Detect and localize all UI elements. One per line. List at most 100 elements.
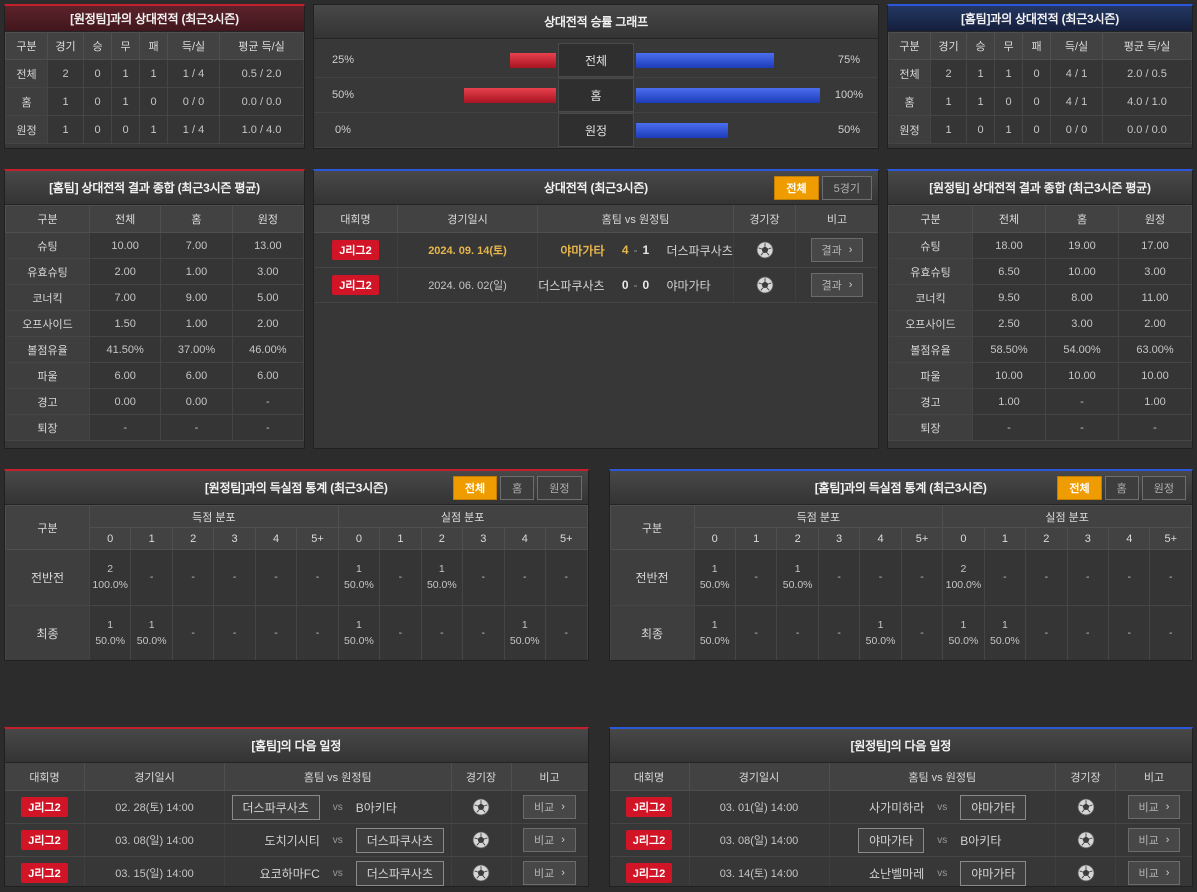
goal-distribution-table: 구분 득점 분포 실점 분포 0 1 2 3 4 5+ 0 1 2 3 4 5+ 전반전 1 50.0… (609, 505, 1193, 660)
column-header: 승 (83, 32, 112, 60)
panel-title: [원정팀]의 다음 일정 (850, 739, 952, 753)
table-row: 오프사이드 2.50 3.00 2.00 (888, 310, 1192, 337)
compare-button[interactable]: 비교 › (523, 795, 576, 819)
column-header: 평균 득/실 (219, 32, 304, 60)
compare-button-label: 비교 (1138, 802, 1159, 814)
table-row: 퇴장 --- (888, 414, 1192, 441)
table-header-row: 구분 전체 홈 원정 (5, 205, 304, 233)
stat-cell: 1 (111, 87, 140, 116)
row-label: 경고 (5, 388, 90, 415)
soccer-ball-icon[interactable] (472, 831, 490, 849)
compare-button[interactable]: 비교 › (523, 828, 576, 852)
goal-count-header: 2 (1025, 527, 1068, 550)
tab-all[interactable]: 전체 (774, 175, 819, 200)
score-count-header-row: 0 1 2 3 4 5+ 0 1 2 3 4 5+ (610, 527, 1192, 550)
tab-last5[interactable]: 5경기 (821, 175, 872, 200)
row-label: 파울 (5, 362, 90, 389)
column-header-note: 비고 (539, 771, 560, 784)
match-date: 2024. 06. 02(일) (398, 268, 538, 302)
summary-table: 구분 전체 홈 원정 슈팅 18.00 19.00 17.00 유효슈팅 6.50 10.0… (888, 205, 1192, 441)
tab-all[interactable]: 전체 (452, 475, 498, 500)
schedule-row: J리그2 03. 14(토) 14:00 쇼난벨마레 vs 야마가타 비교 › (610, 857, 1193, 886)
goal-count-header: 3 (1066, 527, 1110, 550)
distribution-cell: - (734, 549, 778, 606)
soccer-ball-icon[interactable] (1077, 798, 1095, 816)
distribution-cell: - (130, 549, 173, 606)
chevron-right-icon: › (1165, 867, 1170, 879)
schedule-row: J리그2 03. 08(일) 14:00 야마가타 vs B아키타 비교 › (609, 824, 1192, 857)
soccer-ball-icon[interactable] (472, 798, 490, 816)
stat-cell: 10.00 (972, 362, 1046, 389)
chevron-right-icon: › (848, 244, 853, 256)
period-tabs: 전체 5경기 (774, 175, 872, 200)
soccer-ball-icon[interactable] (1077, 864, 1095, 882)
distribution-cell: - (859, 549, 902, 606)
tab-all[interactable]: 전체 (1057, 475, 1102, 500)
row-label: 전체 (888, 59, 931, 88)
group-header-row: 구분 득점 분포 실점 분포 (609, 505, 1192, 550)
match-teams: 사가미하라 vs 야마가타 (830, 791, 1056, 823)
row-label: 유효슈팅 (888, 258, 973, 285)
away-team-name: 야마가타 (960, 794, 1027, 820)
tab-home[interactable]: 홈 (1104, 475, 1139, 500)
red-bar (464, 87, 556, 103)
stat-cell: 2.0 / 0.5 (1102, 59, 1192, 88)
soccer-ball-icon[interactable] (1077, 831, 1095, 849)
distribution-cell: - (817, 549, 861, 606)
chevron-right-icon: › (1165, 834, 1170, 846)
away-team-name: 야마가타 (666, 278, 711, 293)
result-button[interactable]: 결과 › (810, 238, 864, 262)
away-team-name: 더스파쿠사츠 (666, 243, 733, 258)
table-body: 슈팅 10.00 7.00 13.00 유효슈팅 2.00 1.00 3.00 코너킥 … (5, 232, 304, 441)
stat-cell: 1.00 (160, 258, 233, 285)
column-header: 전체 (972, 205, 1046, 233)
distribution-cell: 1 50.0% (983, 605, 1027, 660)
goal-count-header: 1 (983, 527, 1027, 550)
stat-cell: 19.00 (1045, 232, 1119, 259)
goal-count-header: 1 (379, 527, 422, 550)
match-row: J리그2 2024. 06. 02(일) 더스파쿠사츠 0-0 야마가타 결과 › (314, 268, 878, 303)
soccer-ball-icon[interactable] (756, 241, 774, 259)
stat-cell: 0.0 / 0.0 (1102, 115, 1192, 144)
result-button[interactable]: 결과 › (810, 273, 864, 297)
soccer-ball-icon[interactable] (472, 864, 490, 882)
tab-away[interactable]: 원정 (1141, 475, 1186, 500)
panel-header: [홈팀]과의 상대전적 (최근3시즌) (888, 6, 1192, 32)
away-team-name: B아키타 (960, 833, 1002, 848)
distribution-cell: - (983, 549, 1027, 606)
stat-cell: 0.5 / 2.0 (219, 59, 304, 88)
stat-cell: 7.00 (88, 284, 162, 311)
home-team-name: 야마가타 (560, 243, 605, 258)
stat-cell: 17.00 (1118, 232, 1192, 259)
row-label: 홈 (5, 87, 48, 116)
stat-cell: 9.50 (972, 284, 1046, 311)
conceded-group-header: 실점 분포 (942, 505, 1192, 528)
row-label: 파울 (888, 362, 973, 389)
compare-button[interactable]: 비교 › (523, 861, 576, 885)
compare-button[interactable]: 비교 › (1127, 828, 1181, 852)
tab-away[interactable]: 원정 (537, 475, 582, 500)
column-header-teams: 홈팀 vs 원정팀 (225, 763, 452, 790)
distribution-cell: - (900, 605, 944, 660)
table-row: 파울 6.00 6.00 6.00 (5, 362, 304, 389)
column-header-date: 경기일시 (690, 763, 830, 790)
column-header-date: 경기일시 (398, 205, 538, 232)
league-badge: J리그2 (332, 275, 379, 295)
graph-row: 25% 전체 75% (314, 43, 878, 78)
stat-cell: 0 (1022, 115, 1051, 144)
compare-button[interactable]: 비교 › (1127, 795, 1181, 819)
soccer-ball-icon[interactable] (756, 276, 774, 294)
blue-bar (636, 87, 820, 103)
schedule-row: [홈팀]의 다음 일정 대회명 경기일시 홈팀 vs 원정팀 경기장 비고 J리… (0, 727, 1197, 887)
table-row: 전반전 1 50.0% -1 50.0% - - -2 100.0% - - - - - (609, 549, 1192, 606)
schedule-list: 대회명 경기일시 홈팀 vs 원정팀 경기장 비고 J리그2 03. 01(일)… (609, 763, 1193, 886)
column-header: 승 (966, 32, 995, 60)
stat-cell: 0 (1022, 87, 1051, 116)
group-header-row: 구분 득점 분포 실점 분포 (5, 505, 588, 550)
tab-home[interactable]: 홈 (500, 475, 535, 500)
distribution-cell: - (1149, 549, 1192, 606)
compare-button[interactable]: 비교 › (1127, 861, 1181, 885)
goal-count-header: 1 (130, 527, 173, 550)
